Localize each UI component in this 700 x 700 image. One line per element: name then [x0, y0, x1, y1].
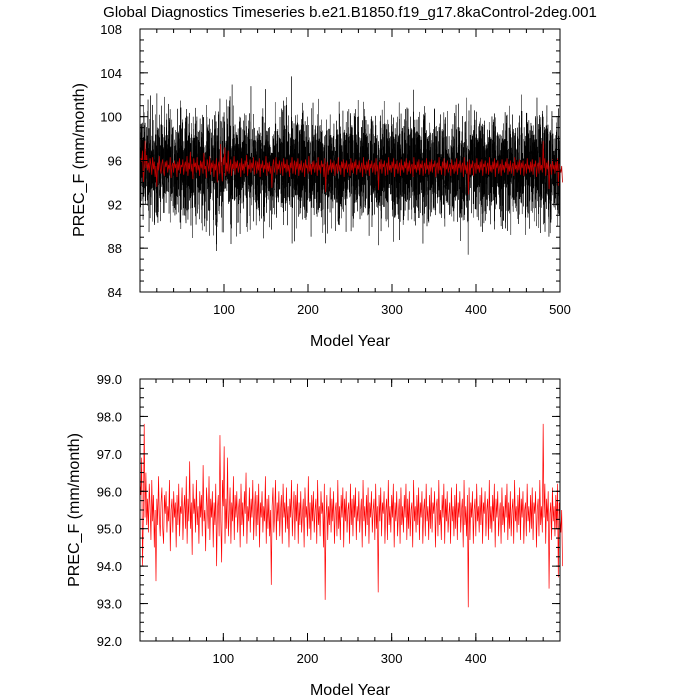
figure-title: Global Diagnostics Timeseries b.e21.B185…: [103, 4, 597, 21]
panel1-y-tick-label: 100: [100, 110, 122, 125]
annual-series-group: [139, 423, 563, 608]
panel2-x-tick-label: 300: [381, 651, 403, 666]
panel2-y-tick-label: 96.0: [97, 484, 122, 499]
panel2-y-tick-label: 95.0: [97, 522, 122, 537]
panel1-y-tick-label: 104: [100, 66, 122, 81]
panel2-x-tick-label: 200: [297, 651, 319, 666]
panel2-axes: 100 200 300 400 92.0 93.0 94.0 95.0 96.0 97.0 98.0…: [97, 372, 561, 666]
panel1-x-tick-label: 400: [465, 302, 487, 317]
panel-monthly-timeseries: 100 200 300 400 500 84 88 92 96 100 104 108 Model Y…: [71, 22, 571, 350]
panel2-ylabel: PREC_F (mm/month): [66, 433, 83, 587]
panel1-y-tick-label: 108: [100, 22, 122, 37]
annual-overlay-line: [140, 140, 563, 195]
panel2-y-tick-label: 97.0: [97, 447, 122, 462]
panel1-x-tick-label: 300: [381, 302, 403, 317]
panel1-y-tick-label: 84: [108, 285, 122, 300]
panel1-xlabel: Model Year: [310, 333, 391, 350]
panel1-x-tick-label: 100: [213, 302, 235, 317]
annual-overlay-group: [140, 140, 563, 195]
panel2-y-tick-label: 93.0: [97, 597, 122, 612]
panel2-x-tick-label: 100: [212, 651, 234, 666]
panel1-x-tick-label: 500: [549, 302, 571, 317]
panel2-y-tick-label: 99.0: [97, 372, 122, 387]
panel-annual-timeseries: 100 200 300 400 92.0 93.0 94.0 95.0 96.0 97.0 98.0…: [66, 372, 563, 699]
panel1-y-tick-label: 96: [108, 154, 122, 169]
panel1-x-tick-label: 200: [297, 302, 319, 317]
annual-series-line: [139, 423, 563, 608]
panel2-x-tick-label: 400: [465, 651, 487, 666]
panel2-y-tick-label: 94.0: [97, 559, 122, 574]
panel1-axes: 100 200 300 400 500 84 88 92 96 100 104 108: [100, 22, 571, 317]
panel2-y-tick-label: 92.0: [97, 634, 122, 649]
panel1-ylabel: PREC_F (mm/month): [71, 83, 88, 237]
panel1-y-tick-label: 88: [108, 241, 122, 256]
panel2-xlabel: Model Year: [310, 682, 391, 699]
panel2-y-tick-label: 98.0: [97, 409, 122, 424]
panel1-y-tick-label: 92: [108, 197, 122, 212]
